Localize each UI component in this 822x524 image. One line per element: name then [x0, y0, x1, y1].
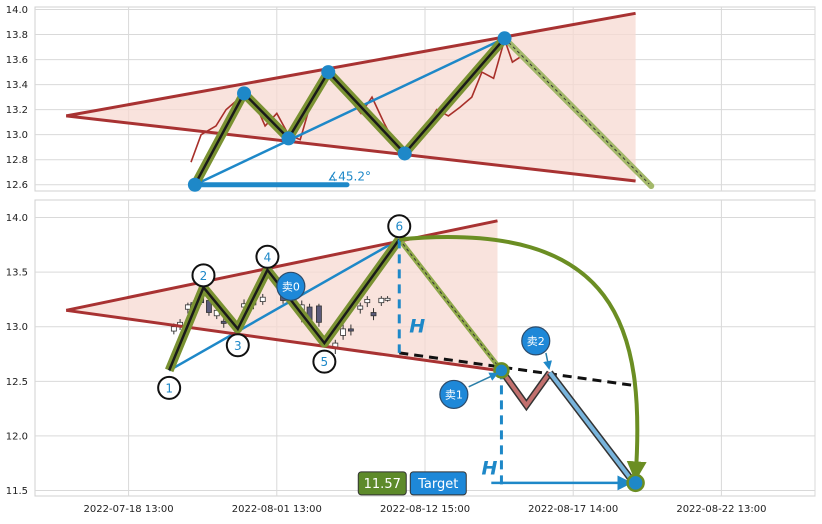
x-tick-label: 2022-08-22 13:00	[676, 504, 766, 515]
pivot-point	[237, 86, 252, 101]
sell-pointer-1	[468, 372, 499, 388]
top-y-tick: 13.0	[6, 130, 28, 141]
candle-body	[316, 305, 322, 323]
sell-path	[499, 369, 552, 409]
candle-body	[170, 326, 177, 332]
pattern-point-marker	[191, 263, 216, 288]
bottom-y-tick: 13.0	[6, 322, 28, 333]
pattern-point-marker	[312, 349, 337, 374]
x-tick-label: 2022-08-17 14:00	[528, 504, 618, 515]
candle-body	[364, 298, 371, 304]
projection-line	[504, 37, 652, 187]
top-y-tick: 14.0	[6, 5, 28, 16]
zigzag-line	[168, 238, 401, 371]
candle-body	[357, 305, 364, 310]
pattern-point-marker	[255, 244, 280, 269]
pattern-point-marker	[387, 214, 412, 239]
bottom-y-tick: 13.5	[6, 268, 28, 279]
x-tick-label: 2022-07-18 13:00	[84, 504, 174, 515]
top-y-tick: 13.4	[6, 80, 28, 91]
top-y-tick: 13.2	[6, 105, 28, 116]
sell-signal-label: 卖2	[527, 335, 545, 348]
sell-signal-label: 卖0	[282, 280, 300, 293]
pivot-point	[281, 131, 296, 146]
bottom-y-tick: 11.5	[6, 486, 28, 497]
pattern-point-label: 1	[165, 381, 173, 395]
pattern-point-label: 5	[321, 355, 329, 369]
pattern-point-marker	[157, 375, 182, 400]
pivot-point-end	[648, 182, 655, 189]
sell-signal-badge	[276, 271, 306, 301]
pattern-point-label: 2	[200, 269, 208, 283]
sell-signal-label: 卖1	[445, 388, 463, 401]
lower-trendline	[66, 114, 636, 183]
lower-trendline	[65, 308, 498, 372]
x-tick-label: 2022-08-01 13:00	[232, 504, 322, 515]
height-label: H	[409, 316, 425, 338]
candle-body	[378, 297, 385, 304]
x-axis-labels: 2022-07-18 13:00 2022-08-01 13:00 2022-08-…	[84, 504, 767, 515]
pivot-point	[397, 146, 412, 161]
bottom-y-tick: 12.5	[6, 377, 28, 388]
target-label-badge	[409, 471, 467, 496]
top-panel: ∡45.2°	[34, 6, 816, 192]
candle-body	[347, 328, 354, 332]
breakout-point	[493, 362, 510, 379]
sell-signal-badge	[521, 326, 551, 356]
target-label: Target	[417, 477, 458, 492]
target-point	[626, 473, 645, 493]
top-y-tick: 13.6	[6, 55, 28, 66]
sell-pointer-2	[543, 352, 552, 370]
angle-label: ∡45.2°	[328, 170, 371, 184]
bottom-panel: H H 11.57 Target 1 2 3 4 5 6 卖0 卖1 卖2	[34, 199, 816, 497]
x-tick-label: 2022-08-12 15:00	[380, 504, 470, 515]
channel-line	[168, 238, 400, 372]
projection-arc	[399, 235, 647, 482]
pivot-point	[321, 65, 336, 80]
height-label-target: H	[481, 458, 497, 480]
zigzag-line	[193, 37, 506, 186]
pattern-point-label: 4	[264, 250, 272, 264]
pattern-point-label: 3	[234, 339, 242, 353]
target-path	[548, 371, 638, 487]
sell-signal-badge	[439, 379, 469, 410]
bottom-y-tick: 14.0	[6, 213, 28, 224]
candle-body	[184, 304, 191, 310]
top-y-tick: 12.8	[6, 155, 28, 166]
target-value: 11.57	[364, 477, 401, 492]
projection-line	[398, 238, 502, 371]
target-value-badge	[357, 471, 407, 496]
candle-body	[384, 297, 391, 301]
pivot-point	[187, 177, 202, 192]
pivot-point	[497, 31, 512, 46]
candle-body	[259, 296, 266, 302]
angle-line	[194, 37, 506, 186]
upper-trendline	[65, 11, 636, 118]
top-y-tick: 12.6	[6, 180, 28, 191]
top-y-tick: 13.8	[6, 30, 28, 41]
bottom-y-tick: 12.0	[6, 431, 28, 442]
candle-body	[340, 328, 347, 336]
trendline-extension	[399, 351, 636, 388]
pattern-point-marker	[225, 333, 250, 358]
pattern-point-label: 6	[395, 220, 403, 234]
y-axis-labels: 12.6 12.8 13.0 13.2 13.4 13.6 13.8 14.0 11.5 12.0…	[6, 5, 28, 497]
candle-body	[370, 312, 377, 317]
candle-body	[220, 320, 227, 324]
